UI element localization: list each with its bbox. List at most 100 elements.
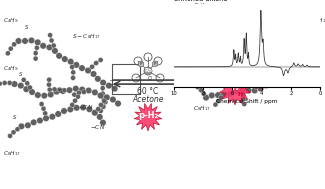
Circle shape (266, 26, 271, 31)
Circle shape (241, 37, 246, 43)
Text: H: H (237, 91, 243, 97)
Circle shape (71, 70, 76, 75)
Circle shape (221, 91, 228, 98)
Polygon shape (245, 59, 275, 89)
Text: H: H (275, 43, 281, 53)
Circle shape (80, 104, 86, 111)
Circle shape (209, 25, 215, 31)
Text: Rh: Rh (144, 68, 152, 74)
Text: $-CN$: $-CN$ (78, 103, 93, 111)
Circle shape (28, 37, 35, 44)
Circle shape (60, 88, 66, 94)
Circle shape (195, 46, 200, 51)
Text: $S$: $S$ (18, 70, 23, 78)
Text: $C_8H_{17}$: $C_8H_{17}$ (193, 105, 211, 113)
Circle shape (219, 46, 225, 53)
Circle shape (288, 20, 294, 27)
Circle shape (211, 44, 215, 49)
Circle shape (94, 60, 98, 66)
Circle shape (25, 122, 31, 129)
Circle shape (291, 15, 297, 22)
Circle shape (138, 61, 144, 67)
Circle shape (256, 37, 263, 44)
Circle shape (206, 49, 213, 55)
Circle shape (227, 32, 232, 37)
Text: Parahydrogen
enriched alkene: Parahydrogen enriched alkene (174, 0, 227, 2)
Circle shape (11, 130, 16, 135)
Circle shape (263, 21, 270, 28)
Circle shape (277, 27, 284, 33)
Circle shape (241, 45, 246, 50)
Text: P: P (140, 62, 142, 66)
Circle shape (203, 94, 209, 101)
Circle shape (61, 56, 68, 62)
Circle shape (46, 44, 53, 50)
Circle shape (241, 21, 246, 26)
Circle shape (100, 119, 106, 126)
Circle shape (100, 79, 106, 86)
Circle shape (21, 77, 26, 82)
Text: H: H (244, 29, 250, 37)
Circle shape (242, 101, 247, 107)
Circle shape (81, 90, 86, 94)
Circle shape (72, 98, 78, 103)
Circle shape (203, 22, 210, 28)
Circle shape (43, 115, 49, 122)
Text: H: H (257, 68, 263, 77)
Circle shape (90, 71, 97, 77)
Circle shape (25, 81, 30, 86)
Circle shape (238, 34, 245, 40)
Circle shape (195, 51, 201, 56)
Circle shape (39, 101, 44, 107)
X-axis label: Chemical Shift / ppm: Chemical Shift / ppm (216, 99, 278, 104)
Polygon shape (134, 103, 162, 131)
Circle shape (115, 100, 121, 107)
Circle shape (23, 86, 30, 92)
Circle shape (201, 26, 206, 31)
Circle shape (218, 95, 224, 100)
Circle shape (70, 102, 75, 107)
Circle shape (62, 88, 67, 93)
Circle shape (213, 102, 218, 107)
Circle shape (262, 37, 269, 44)
Circle shape (86, 106, 93, 112)
Circle shape (7, 133, 13, 139)
Circle shape (76, 90, 82, 95)
Circle shape (5, 51, 10, 56)
Circle shape (49, 114, 56, 120)
Circle shape (79, 86, 85, 93)
Circle shape (0, 81, 2, 86)
Text: Acetone: Acetone (132, 95, 164, 105)
Text: $C_8H_{17}$: $C_8H_{17}$ (3, 149, 21, 158)
Circle shape (97, 92, 104, 99)
Circle shape (73, 105, 80, 111)
Circle shape (27, 85, 32, 90)
Circle shape (230, 40, 237, 47)
Polygon shape (292, 51, 318, 77)
Circle shape (184, 15, 189, 20)
Circle shape (246, 39, 251, 43)
Circle shape (227, 29, 233, 35)
Text: $C_4H_9$: $C_4H_9$ (3, 65, 19, 74)
Circle shape (33, 51, 38, 56)
Circle shape (31, 119, 37, 125)
Circle shape (61, 108, 67, 114)
Text: 60 °C: 60 °C (137, 88, 159, 97)
Circle shape (270, 21, 276, 27)
Circle shape (15, 127, 20, 132)
Circle shape (100, 86, 105, 91)
Polygon shape (231, 18, 263, 50)
Circle shape (268, 31, 273, 36)
Text: $S$: $S$ (208, 7, 213, 15)
Circle shape (294, 10, 301, 16)
Circle shape (52, 87, 57, 92)
Circle shape (245, 28, 252, 35)
Text: $S$: $S$ (24, 23, 29, 31)
Circle shape (111, 85, 118, 92)
Circle shape (240, 32, 246, 38)
Circle shape (201, 91, 206, 96)
Circle shape (35, 92, 41, 98)
Circle shape (282, 22, 289, 29)
Circle shape (68, 58, 74, 65)
Text: H: H (249, 36, 254, 42)
